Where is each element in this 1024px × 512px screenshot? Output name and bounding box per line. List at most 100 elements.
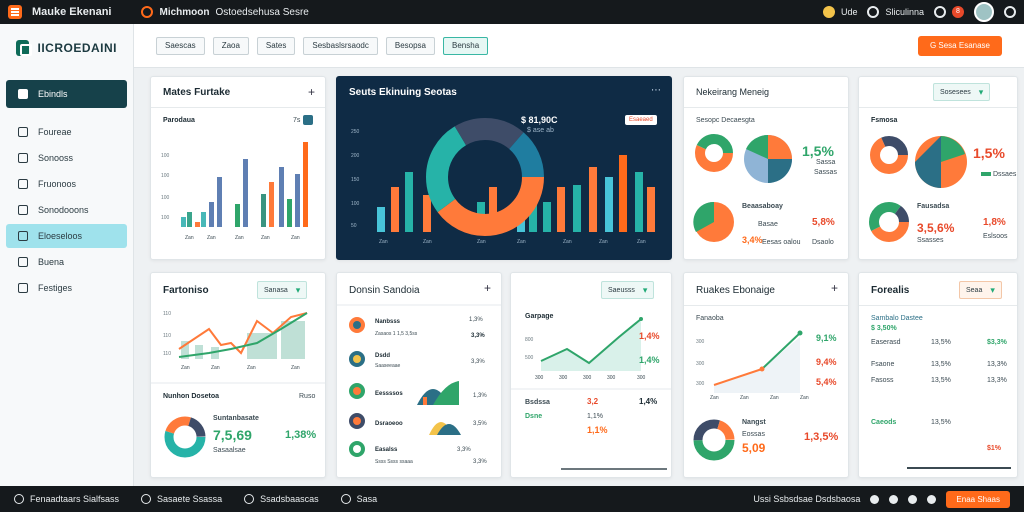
- settings-button[interactable]: Sliculinna: [867, 6, 924, 18]
- svg-text:300: 300: [637, 375, 646, 381]
- kpi-percent-2: 1,8%: [983, 217, 1006, 228]
- svg-text:Nanbsss: Nanbsss: [375, 319, 401, 325]
- svg-text:300: 300: [696, 381, 705, 387]
- card-title: Mates Furtake: [163, 87, 231, 98]
- more-icon[interactable]: [1004, 6, 1016, 18]
- trend-label: Sasaalsae: [213, 447, 246, 454]
- status-item-3[interactable]: Ssadsbaascas: [244, 494, 319, 504]
- status-item-4[interactable]: Sasa: [340, 494, 377, 504]
- menu-icon[interactable]: [8, 5, 22, 19]
- table-row-pct-4: $1%: [987, 445, 1002, 452]
- app-title: Mauke Ekenani: [32, 6, 112, 18]
- logo-icon: [16, 40, 33, 56]
- pie-charts: [693, 134, 792, 242]
- kpi-percent-1: 1,4%: [639, 331, 660, 341]
- table-row-value-3: 13,5%: [931, 377, 951, 384]
- avatar[interactable]: [974, 2, 994, 22]
- sidebar-item-2[interactable]: Foureae: [6, 120, 127, 144]
- svg-text:3,3%: 3,3%: [457, 447, 471, 453]
- svg-text:Zan: Zan: [211, 365, 220, 371]
- add-icon[interactable]: +: [307, 85, 315, 99]
- table-row-label-4: Caeods: [871, 419, 897, 426]
- range-select[interactable]: Sanasa: [257, 281, 308, 299]
- theme-toggle[interactable]: Ude: [822, 6, 857, 18]
- period-label: 7s: [293, 117, 301, 124]
- status-bar: Fenaadtaars Sialfsass Sasaete Ssassa Ssa…: [0, 486, 1024, 512]
- add-icon[interactable]: +: [483, 281, 491, 295]
- svg-text:Zan: Zan: [710, 395, 719, 401]
- status-badge: Esaeaed: [625, 115, 657, 125]
- kpi-value: $ 81,90C: [521, 115, 558, 125]
- status-action-button[interactable]: Enaa Shaas: [946, 490, 1010, 508]
- row-label-2: Dsne: [525, 413, 543, 420]
- kpi-label-3: Eslsoos: [983, 233, 1008, 240]
- range-select[interactable]: Saeusss: [601, 281, 655, 299]
- sidebar-item-5[interactable]: Sonodooons: [6, 198, 127, 222]
- check-icon: [18, 231, 28, 241]
- status-item-1[interactable]: Fenaadtaars Sialfsass: [14, 494, 119, 504]
- card-donut-summary: Sosesees Fsmosa 1,5% Dssaes Fausadsa 3,5…: [858, 76, 1018, 260]
- filter-chip-3[interactable]: Sates: [256, 36, 296, 55]
- sidebar-item-4[interactable]: Fruonoos: [6, 172, 127, 196]
- sidebar-item-7[interactable]: Buena: [6, 250, 127, 274]
- gear-icon: [18, 205, 28, 215]
- section-label: Fausadsa: [917, 203, 950, 210]
- active-tab[interactable]: Michmoon Ostoedsehusa Sesre: [141, 6, 309, 18]
- status-right-text: Ussi Ssbsdsae Dsdsbaosa: [753, 494, 861, 504]
- card-subtitle: Sesopc Decaesgta: [696, 117, 755, 124]
- plug-icon[interactable]: [908, 494, 918, 504]
- gear-icon: [867, 6, 880, 18]
- list-icon: [18, 283, 28, 293]
- primary-action-button[interactable]: G Sesa Esanase: [917, 35, 1002, 56]
- table-row-value-1: 13,5%: [931, 339, 951, 346]
- moon-icon[interactable]: [927, 494, 937, 504]
- sidebar-item-dashboard[interactable]: Ebindls: [6, 80, 127, 108]
- card-title: Donsin Sandoia: [349, 285, 420, 296]
- card-title: Fsmosa: [871, 117, 898, 124]
- filter-chip-1[interactable]: Saescas: [156, 36, 205, 55]
- card-subtitle: Parodaua: [163, 117, 195, 124]
- filter-chip-4[interactable]: Sesbaslsrsaodc: [303, 36, 378, 55]
- row-label-1: Bsdssa: [525, 399, 550, 406]
- document-icon: [18, 153, 28, 163]
- filter-chip-2[interactable]: Zaoa: [212, 36, 249, 55]
- section-link[interactable]: Ruso: [299, 393, 316, 400]
- notifications-button[interactable]: 8: [934, 6, 964, 18]
- card-dark-overview: Seuts Ekinuing Seotas ⋯ 250 200 150 100 50 Z…: [336, 76, 672, 260]
- refresh-icon: [244, 494, 255, 504]
- add-icon[interactable]: +: [830, 281, 838, 295]
- dropdown-icon[interactable]: [303, 115, 313, 125]
- svg-text:300: 300: [607, 375, 616, 381]
- camera-icon[interactable]: [870, 494, 880, 504]
- range-select[interactable]: Seaa: [959, 281, 1002, 299]
- range-select[interactable]: Sosesees: [933, 83, 991, 101]
- svg-text:300: 300: [696, 339, 705, 345]
- svg-text:Zan: Zan: [291, 235, 300, 241]
- svg-text:110: 110: [163, 311, 171, 317]
- kpi-label-3: Basae: [758, 221, 778, 228]
- line-chart: 800 500 300 300 300 300 300: [511, 317, 671, 470]
- sidebar-item-3[interactable]: Sonooss: [6, 146, 127, 170]
- svg-text:100: 100: [161, 195, 170, 201]
- card-title: Ruakes Ebonaige: [696, 285, 775, 296]
- leaf-icon: [18, 127, 28, 137]
- svg-text:Zan: Zan: [770, 395, 779, 401]
- kpi-label-4: Eesas oalou: [762, 239, 801, 246]
- more-icon[interactable]: ⋯: [651, 85, 661, 96]
- filter-chip-5[interactable]: Besopsa: [385, 36, 436, 55]
- sidebar-item-8[interactable]: Festiges: [6, 276, 127, 300]
- svg-text:Zan: Zan: [563, 239, 572, 245]
- filter-chip-6[interactable]: Bensha: [443, 36, 489, 55]
- sidebar-item-6[interactable]: Eloeseloos: [6, 224, 127, 248]
- svg-text:50: 50: [351, 223, 357, 229]
- row-value-2: 1,1%: [587, 413, 603, 420]
- kpi-label-2: Ssasses: [917, 237, 944, 244]
- flame-icon[interactable]: [889, 494, 899, 504]
- status-item-2[interactable]: Sasaete Ssassa: [141, 494, 222, 504]
- toolbar: Saescas Zaoa Sates Sesbaslsrsaodc Besops…: [134, 24, 1024, 68]
- kpi-percent-2: 1,4%: [639, 355, 660, 365]
- svg-text:100: 100: [161, 153, 170, 159]
- kpi-percent: 1,5%: [973, 145, 1005, 161]
- card-title: Fartoniso: [163, 285, 209, 296]
